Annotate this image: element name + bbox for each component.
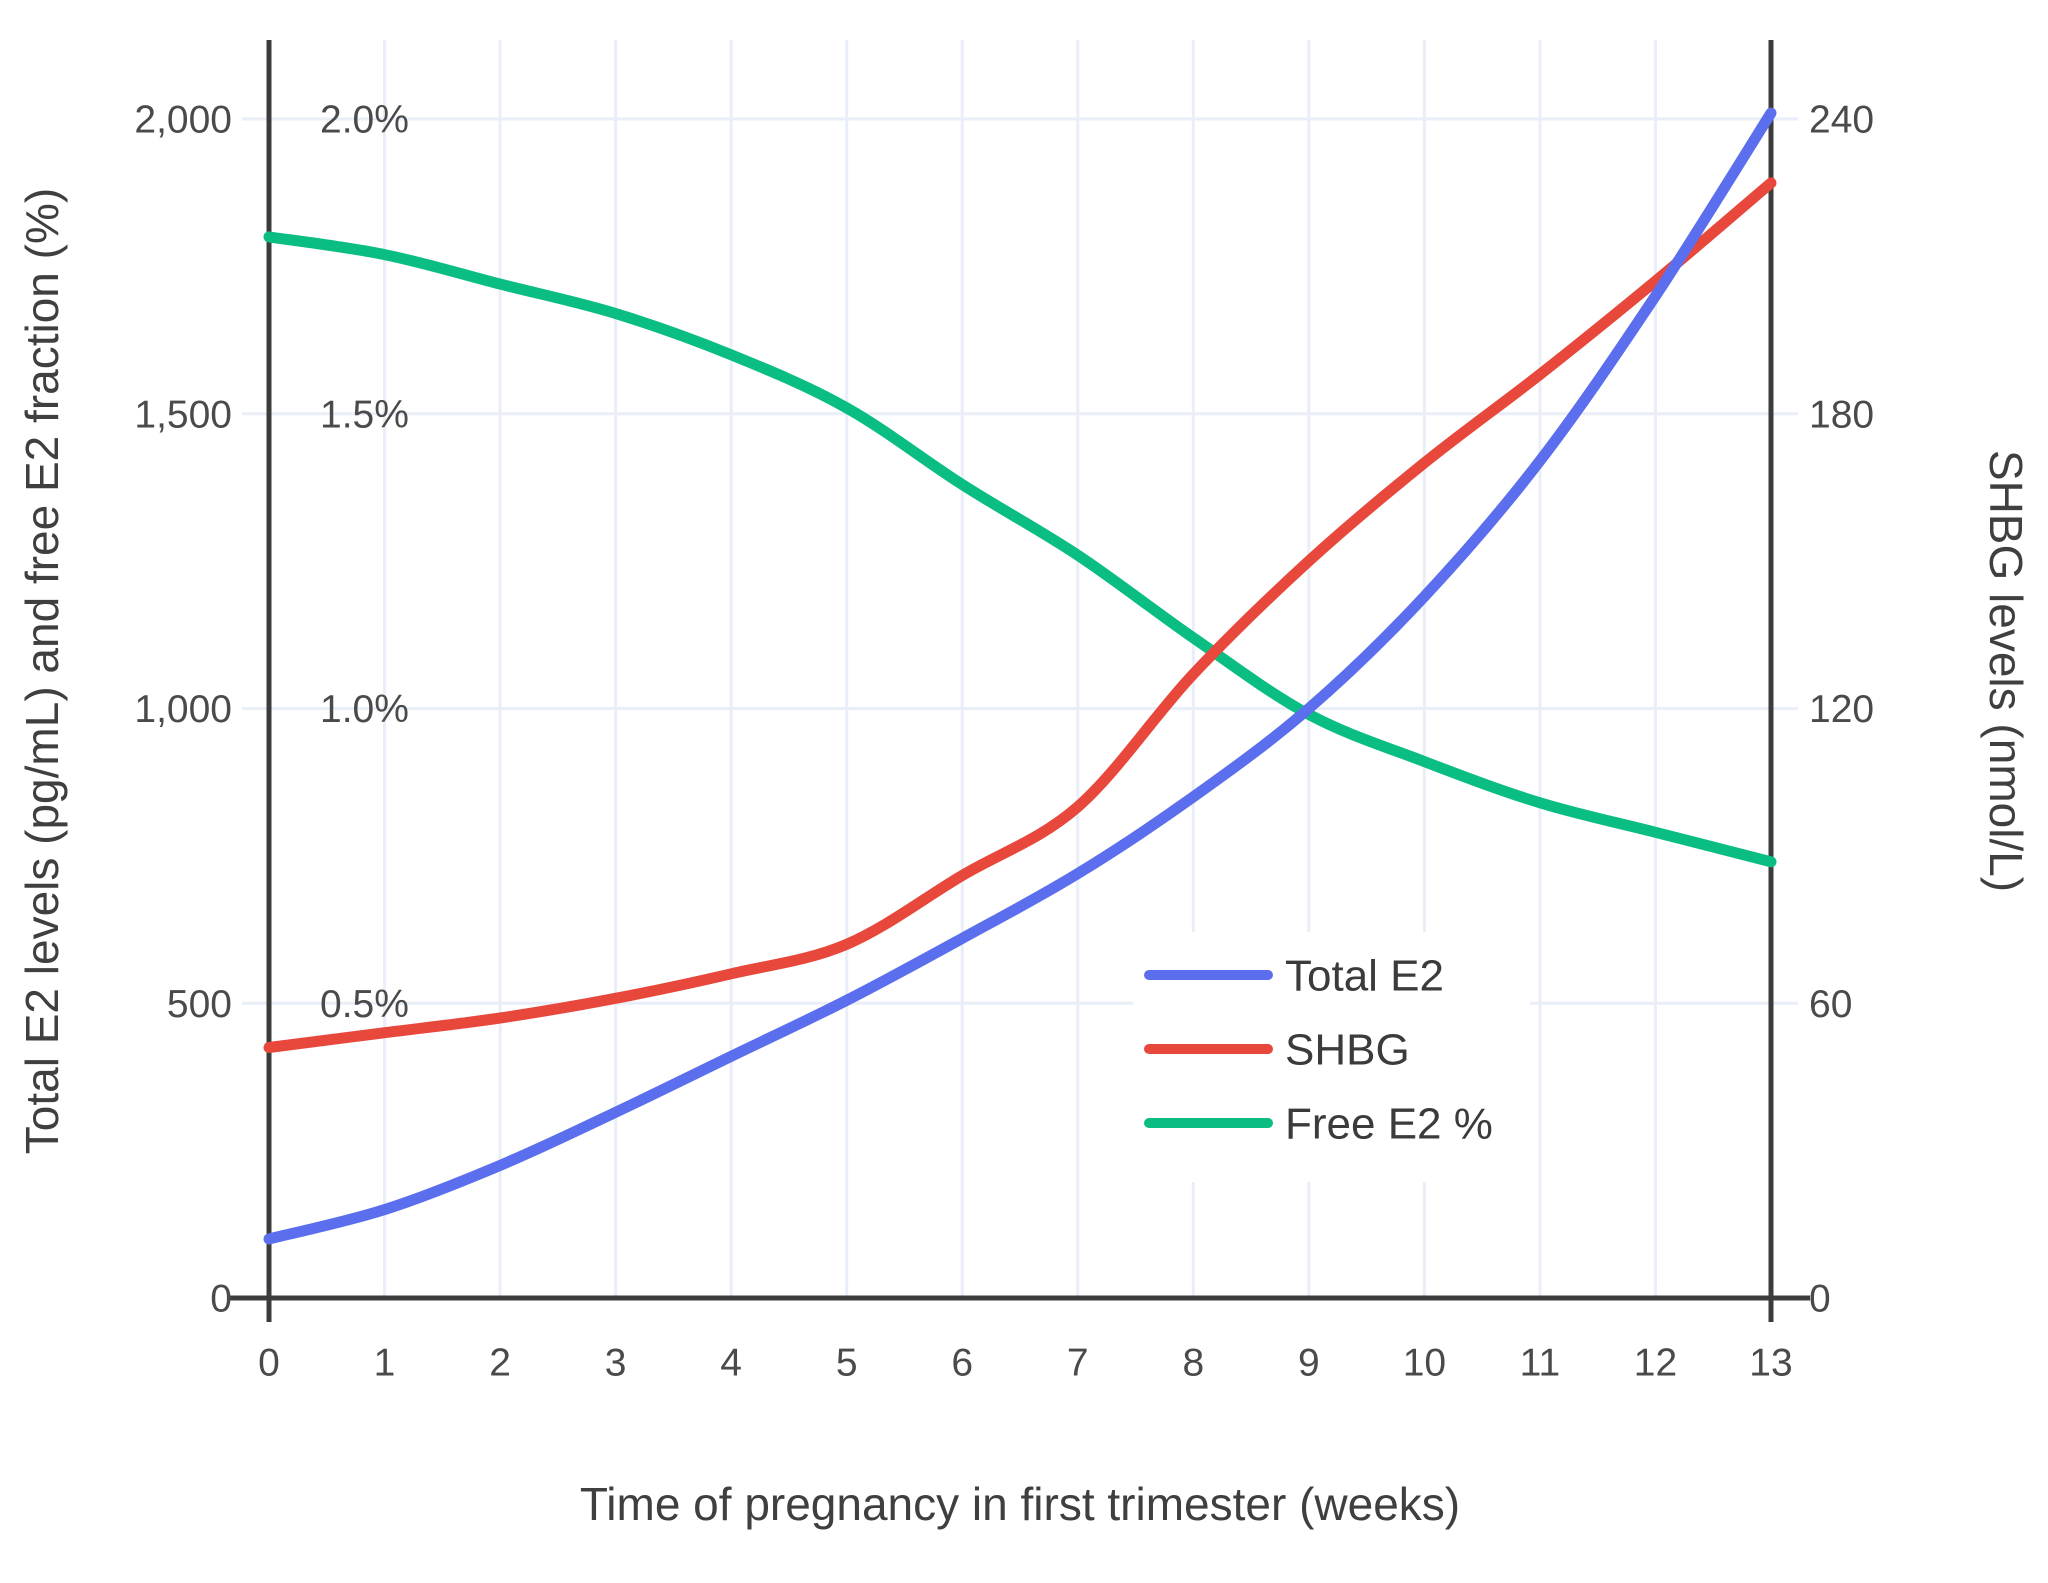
- curve-free-e2-: [263, 231, 1777, 868]
- y-left-tick-label: 1,000: [134, 688, 232, 731]
- x-tick-label: 2: [489, 1342, 511, 1385]
- legend-label-shbg: SHBG: [1285, 1025, 1410, 1074]
- y-right-tick-label: 180: [1809, 393, 1874, 436]
- curve-shbg: [263, 177, 1777, 1053]
- y-axis-right-title: SHBG levels (nmol/L): [1980, 450, 2032, 892]
- y-left-tick-label: 500: [167, 983, 232, 1026]
- x-tick-label: 5: [836, 1342, 858, 1385]
- data-curves: [263, 107, 1777, 1245]
- x-tick-label: 11: [1520, 1342, 1561, 1385]
- y-left-tick-label: 2,000: [134, 99, 232, 142]
- y-left-tick-label: 1,500: [134, 393, 232, 436]
- y-left-tick-label: 0: [210, 1278, 232, 1321]
- x-axis-title: Time of pregnancy in first trimester (we…: [580, 1478, 1460, 1530]
- y-right-tick-label: 0: [1809, 1278, 1831, 1321]
- x-tick-label: 8: [1182, 1342, 1204, 1385]
- x-tick-label: 9: [1298, 1342, 1320, 1385]
- x-tick-label: 3: [605, 1342, 627, 1385]
- curve-total-e2: [263, 107, 1777, 1245]
- x-tick-label: 4: [720, 1342, 742, 1385]
- legend-item-shbg[interactable]: SHBG: [1144, 1025, 1410, 1074]
- legend: Total E2 SHBG Free E2 %: [1133, 932, 1530, 1182]
- free-e2-pct-gridline-label: 2.0%: [320, 99, 409, 142]
- free-e2-pct-gridline-label: 1.5%: [320, 393, 409, 436]
- x-tick-label: 6: [951, 1342, 973, 1385]
- free-e2-pct-gridline-label: 0.5%: [320, 983, 409, 1026]
- legend-label-total-e2: Total E2: [1285, 951, 1444, 1000]
- x-tick-label: 13: [1749, 1342, 1792, 1385]
- axes: [230, 40, 1810, 1322]
- y-right-tick-label: 120: [1809, 688, 1874, 731]
- gridlines: [242, 40, 1798, 1298]
- x-tick-label: 1: [374, 1342, 396, 1385]
- y-axis-left-title: Total E2 levels (pg/mL) and free E2 frac…: [16, 188, 68, 1154]
- x-tick-label: 0: [258, 1342, 280, 1385]
- x-tick-label: 10: [1403, 1342, 1446, 1385]
- legend-item-free-e2[interactable]: Free E2 %: [1144, 1099, 1493, 1148]
- free-e2-pct-gridline-label: 1.0%: [320, 688, 409, 731]
- y-right-tick-label: 60: [1809, 983, 1852, 1026]
- y-right-tick-label: 240: [1809, 99, 1874, 142]
- x-tick-label: 7: [1067, 1342, 1089, 1385]
- x-tick-label: 12: [1634, 1342, 1677, 1385]
- tick-labels: 05001,0001,5002,0000.5%1.0%1.5%2.0%06012…: [134, 99, 1874, 1385]
- legend-item-total-e2[interactable]: Total E2: [1144, 951, 1444, 1000]
- legend-label-free-e2: Free E2 %: [1285, 1099, 1493, 1148]
